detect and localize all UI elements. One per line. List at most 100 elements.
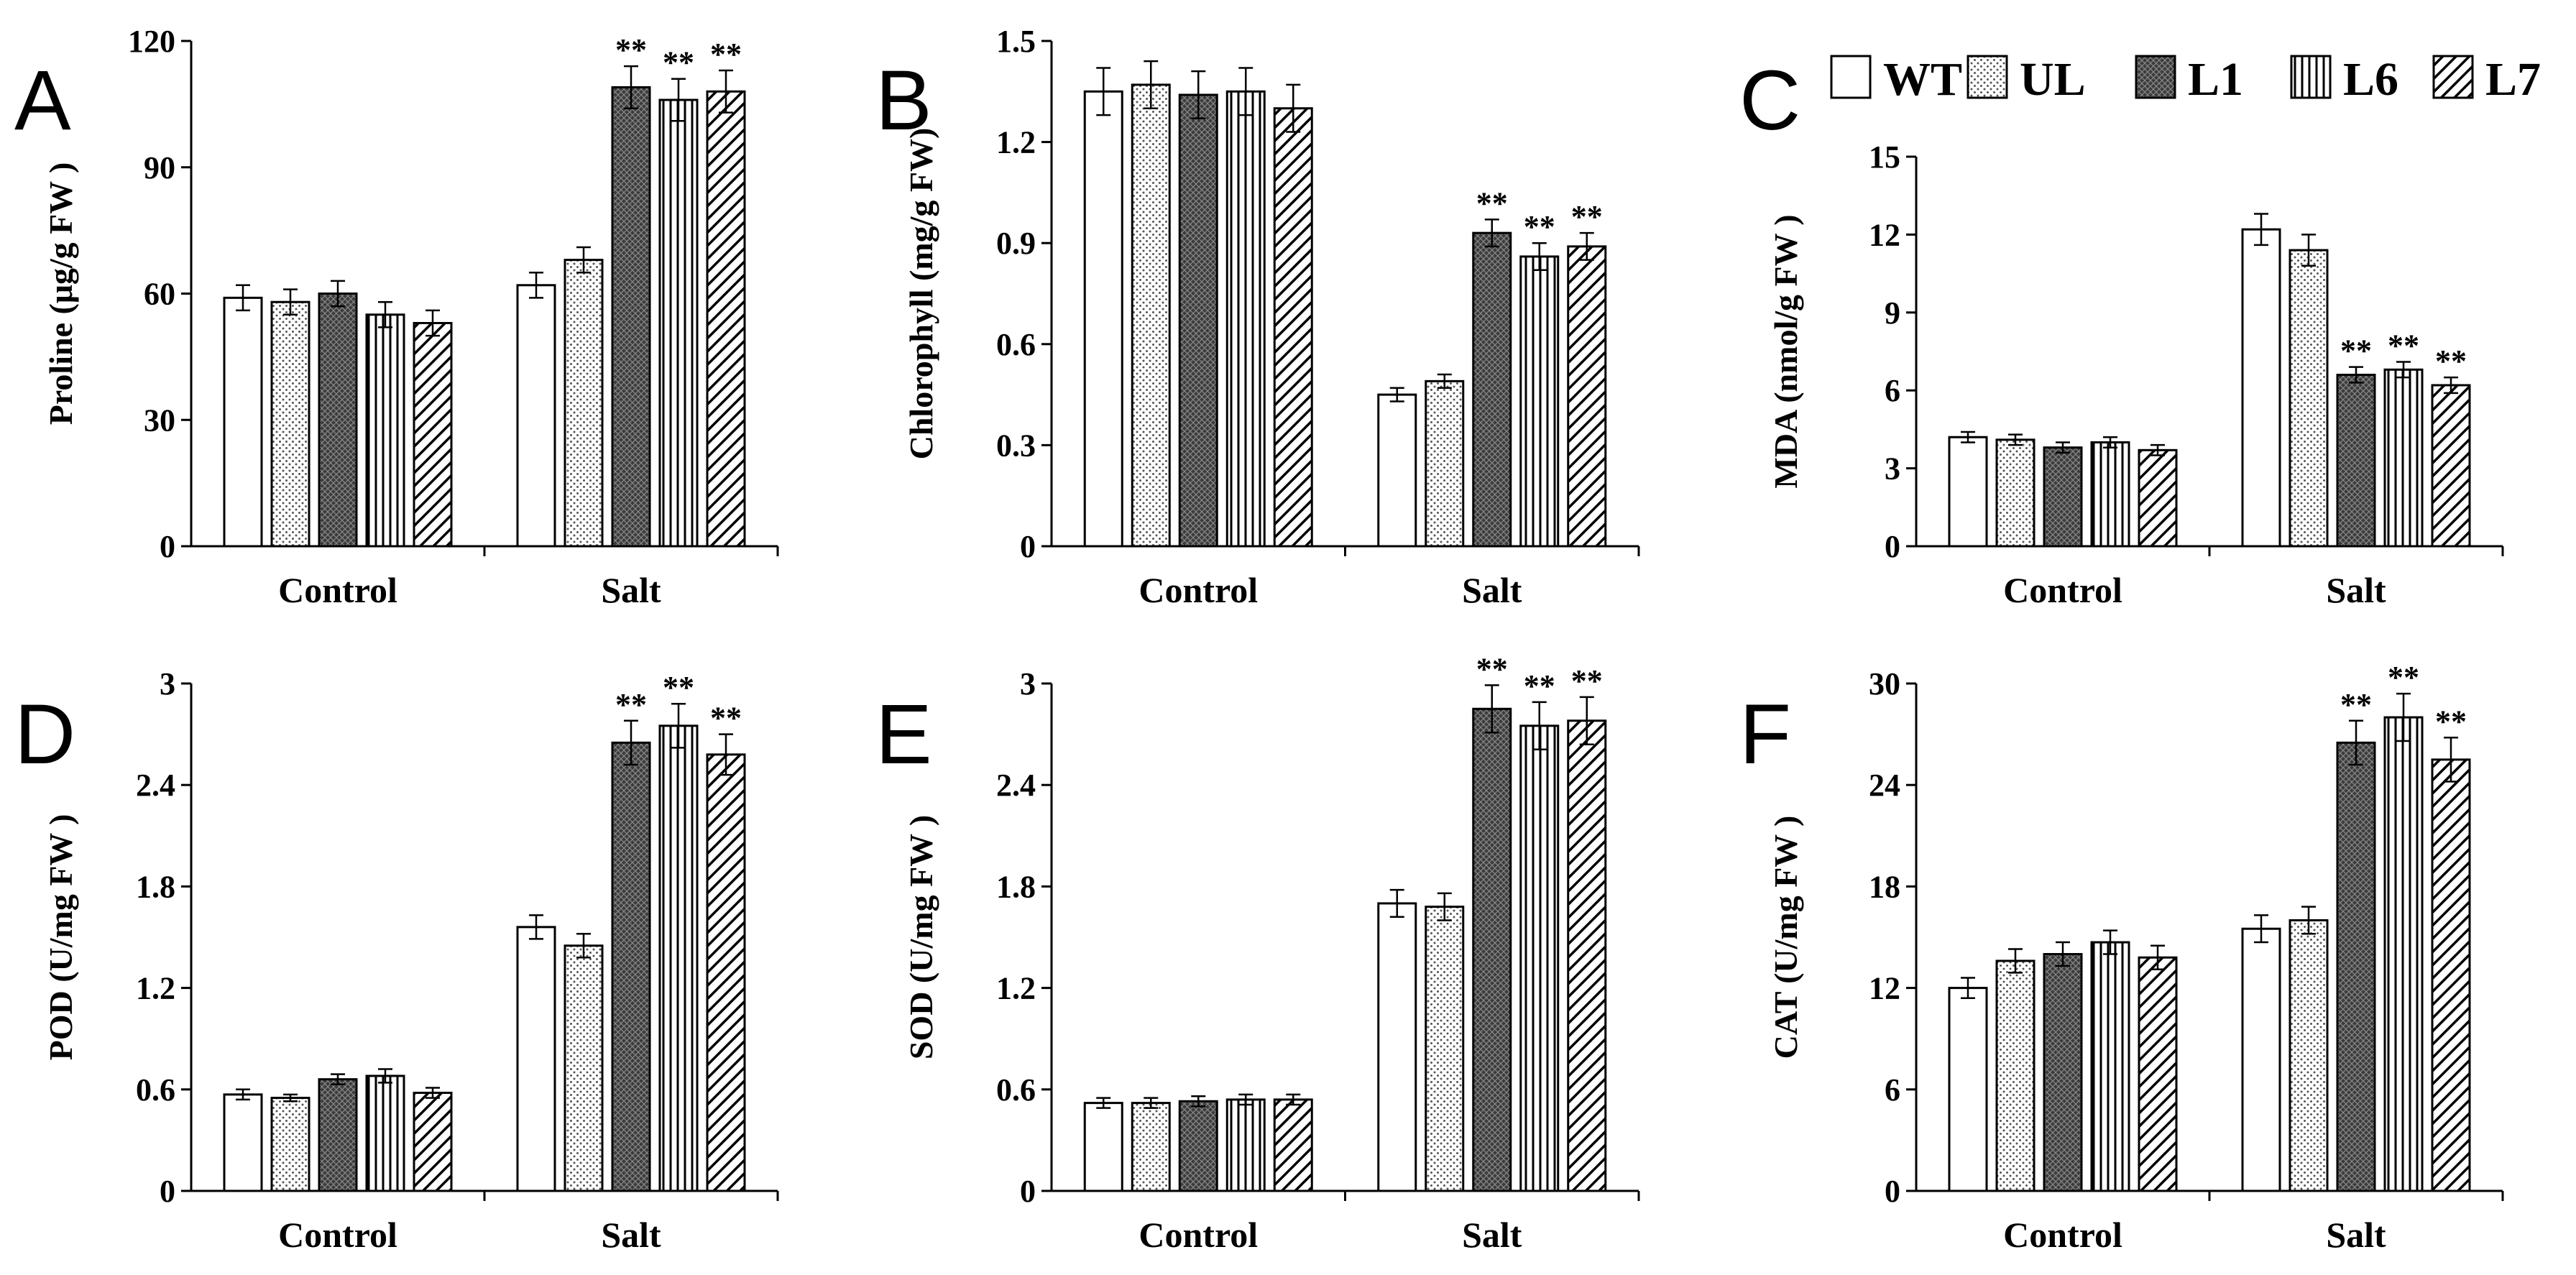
panel-letter: D [14, 687, 75, 782]
y-tick-label: 0.6 [136, 1072, 175, 1108]
y-tick-label: 120 [128, 24, 175, 59]
bar-l1-control [2043, 953, 2083, 1192]
bar-l6-control [365, 1074, 405, 1192]
bar-wt-salt [2241, 927, 2281, 1192]
y-tick-label: 1.2 [136, 971, 175, 1006]
category-label: Control [2003, 570, 2122, 610]
bar-l6-control [1225, 1098, 1266, 1192]
bar-l1-salt [2336, 741, 2376, 1192]
bar-l1-control [318, 1078, 358, 1192]
significance-mark: ** [710, 37, 742, 72]
bar-ul-control [1131, 83, 1171, 548]
bar-wt-salt [516, 926, 556, 1192]
bar-ul-salt [2288, 919, 2329, 1192]
bar-ul-control [270, 1097, 310, 1192]
panel-letter: F [1739, 687, 1791, 782]
bar-l7-salt [1567, 245, 1607, 548]
bar-l1-control [318, 293, 358, 548]
y-tick-label: 15 [1869, 139, 1900, 175]
y-axis-label: POD (U/mg FW ) [42, 814, 79, 1061]
significance-mark: ** [1476, 651, 1508, 686]
significance-mark: ** [2388, 660, 2419, 695]
bar-ul-control [1995, 438, 2036, 548]
bar-l7-salt [1567, 719, 1607, 1192]
legend-item-wt: WT [1830, 53, 1962, 106]
category-label: Salt [601, 570, 661, 610]
y-tick-label: 1.5 [996, 24, 1036, 59]
panel-letter: A [14, 53, 71, 148]
y-tick-label: 6 [1885, 1072, 1900, 1108]
y-tick-label: 3 [1885, 451, 1900, 487]
category-label: Salt [601, 1215, 661, 1255]
bar-wt-salt [1377, 393, 1417, 548]
bar-l1-salt [611, 741, 651, 1192]
bar-l7-control [413, 1092, 453, 1192]
significance-mark: ** [1571, 663, 1603, 699]
y-tick-label: 12 [1869, 971, 1900, 1006]
bar-l1-salt [2336, 374, 2376, 548]
chart-panel-c: C 0 3 6 9 12 15 MDA (nmol/g FW ) Control Salt ** **… [1739, 53, 2504, 610]
bar-l6-control [2090, 941, 2130, 1192]
y-tick-label: 30 [144, 402, 175, 438]
bar-l1-salt [611, 86, 651, 548]
y-tick-label: 0 [1885, 529, 1900, 564]
y-tick-label: 9 [1885, 295, 1900, 331]
y-tick-label: 30 [1869, 666, 1900, 701]
significance-mark: ** [1571, 199, 1603, 234]
bar-ul-salt [2288, 249, 2329, 548]
bar-l1-control [2043, 446, 2083, 548]
bar-l1-salt [1472, 707, 1512, 1192]
category-label: Control [278, 570, 397, 610]
bar-l1-control [1178, 1100, 1218, 1192]
bar-l7-control [2138, 956, 2178, 1192]
legend-swatch [1966, 55, 2008, 99]
y-tick-label: 0 [1020, 1174, 1036, 1209]
y-tick-label: 1.2 [996, 125, 1036, 160]
legend-swatch [1830, 55, 1872, 99]
bar-wt-salt [516, 284, 556, 548]
bar-wt-control [1948, 987, 1988, 1192]
bar-wt-salt [2241, 228, 2281, 548]
y-tick-label: 0 [1885, 1174, 1900, 1209]
bar-l7-control [2138, 448, 2178, 548]
bar-wt-control [223, 296, 263, 548]
bar-l6-salt [1519, 724, 1560, 1192]
category-label: Control [1138, 570, 1258, 610]
y-axis-label: Proline (μg/g FW ) [42, 162, 79, 425]
legend-item-l1: L1 [2135, 53, 2243, 106]
bar-ul-salt [564, 259, 604, 548]
bar-ul-salt [1425, 379, 1465, 548]
legend-label: WT [1883, 53, 1962, 106]
bar-l6-salt [1519, 255, 1560, 548]
significance-mark: ** [2340, 687, 2372, 722]
legend-label: L7 [2485, 53, 2541, 106]
category-label: Control [2003, 1215, 2122, 1255]
y-tick-label: 6 [1885, 373, 1900, 408]
y-tick-label: 18 [1869, 869, 1900, 904]
category-label: Salt [1462, 1215, 1522, 1255]
significance-mark: ** [615, 32, 647, 68]
bar-l7-salt [2431, 758, 2471, 1192]
bar-l7-control [1273, 107, 1313, 548]
bar-ul-control [1995, 959, 2036, 1192]
y-tick-label: 0.6 [996, 1072, 1036, 1108]
bar-l6-control [2090, 441, 2130, 548]
significance-mark: ** [663, 670, 694, 705]
y-tick-label: 1.8 [136, 869, 175, 904]
legend-item-ul: UL [1966, 53, 2086, 106]
significance-mark: ** [1524, 668, 1555, 704]
bar-l6-salt [658, 724, 699, 1192]
bar-l6-salt [2383, 368, 2424, 548]
bar-ul-salt [564, 944, 604, 1192]
y-tick-label: 0 [1020, 529, 1036, 564]
significance-mark: ** [1524, 209, 1555, 244]
significance-mark: ** [663, 45, 694, 80]
significance-mark: ** [615, 687, 647, 722]
bar-l6-control [365, 313, 405, 548]
bar-l7-control [413, 322, 453, 548]
y-axis-label: CAT (U/mg FW ) [1767, 816, 1804, 1059]
y-tick-label: 0.6 [996, 327, 1036, 362]
y-tick-label: 3 [160, 666, 175, 701]
chart-panel-b: B 0 0.3 0.6 0.9 1.2 1.5 Chlorophyll (mg/g FW) Co… [875, 24, 1640, 610]
